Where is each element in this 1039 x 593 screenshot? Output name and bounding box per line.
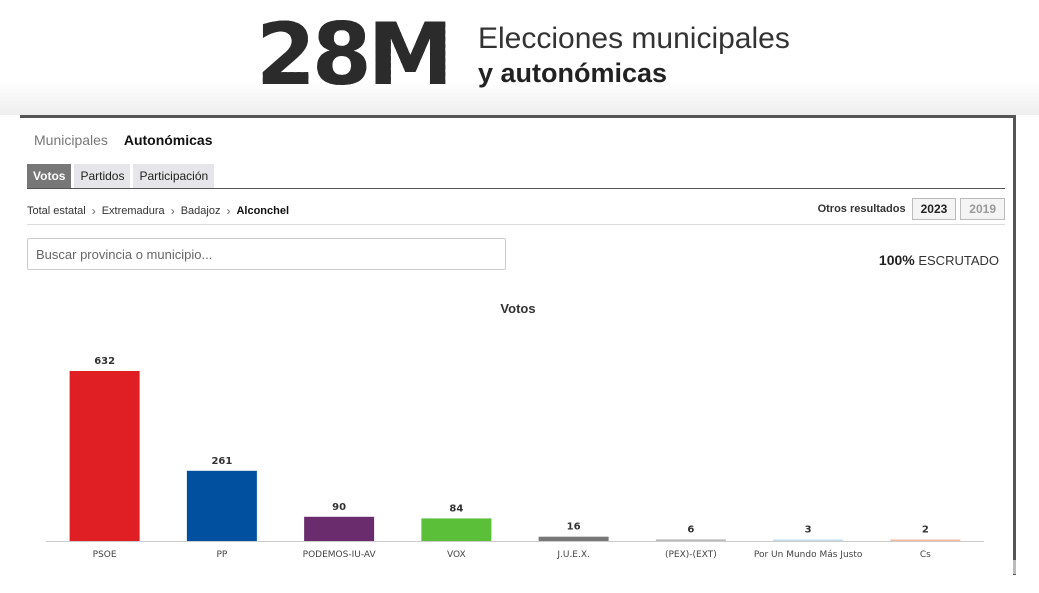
category-tick-label: PODEMOS-IU-AV bbox=[303, 550, 377, 560]
bar-value-label: 6 bbox=[687, 524, 694, 535]
chevron-right-icon: › bbox=[91, 204, 96, 218]
scrollbar[interactable] bbox=[1013, 560, 1016, 574]
year-2023-button[interactable]: 2023 bbox=[911, 198, 957, 220]
category-tick-label: (PEX)-(EXT) bbox=[665, 550, 717, 560]
bar-value-label: 84 bbox=[449, 503, 463, 514]
category-tick-label: J.U.E.X. bbox=[556, 550, 590, 560]
breadcrumb-divider bbox=[27, 224, 1005, 225]
chart-title: Votos bbox=[500, 301, 536, 316]
results-panel: Municipales Autonómicas Votos Partidos P… bbox=[20, 115, 1016, 575]
bar-value-label: 90 bbox=[332, 502, 346, 513]
breadcrumb: Total estatal › Extremadura › Badajoz › … bbox=[27, 204, 289, 218]
bar-value-label: 261 bbox=[211, 456, 232, 467]
header-banner: 28M Elecciones municipales y autonómicas bbox=[0, 0, 1039, 115]
breadcrumb-extremadura[interactable]: Extremadura bbox=[101, 205, 165, 217]
other-results-label: Otros resultados bbox=[817, 203, 906, 215]
category-tick-label: Por Un Mundo Más Justo bbox=[754, 550, 863, 560]
year-2019-button[interactable]: 2019 bbox=[960, 198, 1005, 220]
logo-title-line2: y autonómicas bbox=[478, 58, 668, 88]
tab-participacion[interactable]: Participación bbox=[133, 164, 215, 188]
bar-value-label: 3 bbox=[805, 525, 812, 536]
category-tick-label: PP bbox=[216, 550, 227, 560]
view-tabs: Votos Partidos Participación bbox=[27, 164, 215, 188]
election-type-tabs: Municipales Autonómicas bbox=[34, 132, 225, 148]
chevron-right-icon: › bbox=[170, 204, 175, 218]
tab-votos[interactable]: Votos bbox=[27, 164, 72, 188]
breadcrumb-total-estatal[interactable]: Total estatal bbox=[27, 205, 86, 217]
other-results: Otros resultados 2023 2019 bbox=[818, 198, 1005, 220]
breadcrumb-alconchel: Alconchel bbox=[236, 205, 290, 217]
bar-4[interactable] bbox=[538, 536, 609, 541]
search-input[interactable] bbox=[27, 238, 506, 270]
tab-autonomicas[interactable]: Autonómicas bbox=[123, 132, 213, 148]
tabs-divider bbox=[27, 188, 1005, 189]
bar-value-label: 632 bbox=[94, 356, 115, 367]
scrutiny-label: ESCRUTADO bbox=[918, 253, 999, 268]
category-tick-label: VOX bbox=[447, 550, 466, 560]
bar-value-label: 16 bbox=[567, 522, 581, 533]
bar-2[interactable] bbox=[304, 516, 375, 541]
bar-5[interactable] bbox=[655, 539, 726, 541]
bar-6[interactable] bbox=[773, 539, 844, 542]
bar-value-label: 2 bbox=[922, 525, 929, 536]
votes-bar-chart: 632PSOE261PP90PODEMOS-IU-AV84VOX16J.U.E.… bbox=[46, 356, 984, 560]
bar-7[interactable] bbox=[890, 539, 961, 542]
tab-municipales[interactable]: Municipales bbox=[34, 132, 108, 148]
logo-title-line1: Elecciones municipales bbox=[478, 22, 790, 55]
tab-partidos[interactable]: Partidos bbox=[74, 164, 131, 188]
category-tick-label: PSOE bbox=[93, 550, 117, 560]
breadcrumb-badajoz[interactable]: Badajoz bbox=[180, 205, 221, 217]
scrutiny-status: 100% ESCRUTADO bbox=[879, 252, 999, 268]
category-tick-label: Cs bbox=[920, 550, 931, 560]
bar-0[interactable] bbox=[69, 371, 140, 541]
scrutiny-percent: 100% bbox=[878, 252, 915, 268]
chevron-right-icon: › bbox=[226, 204, 231, 218]
bar-1[interactable] bbox=[186, 470, 257, 541]
logo-mark: 28M bbox=[256, 12, 466, 98]
bar-3[interactable] bbox=[421, 518, 492, 541]
